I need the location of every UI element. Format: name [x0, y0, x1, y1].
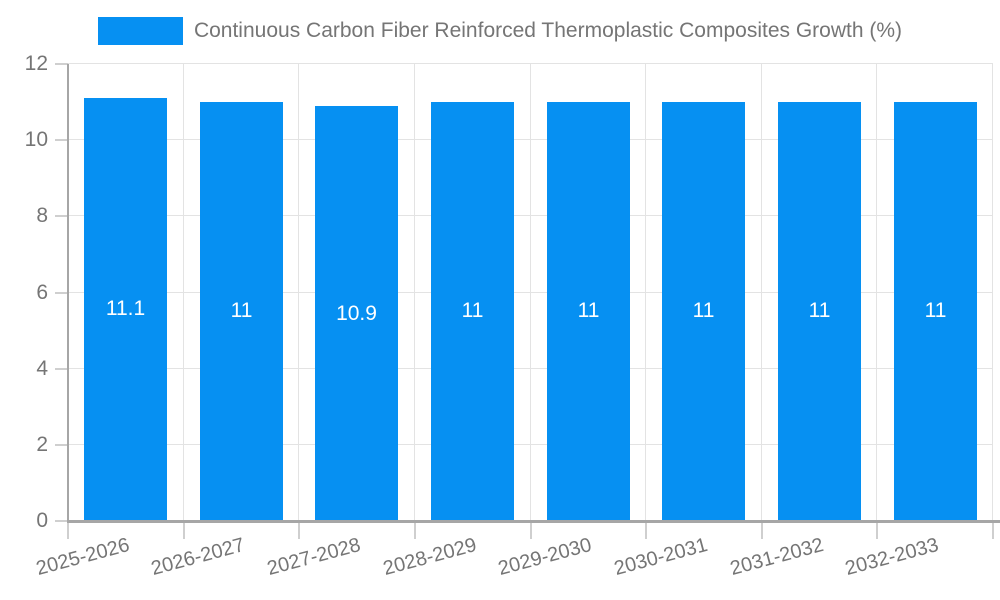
- v-gridline: [183, 64, 184, 521]
- bar-value-label: 11: [924, 299, 947, 322]
- bar-value-label: 11: [808, 299, 831, 322]
- x-axis-line: [67, 520, 1000, 523]
- bar[interactable]: 10.9: [315, 106, 398, 521]
- y-tick-mark: [55, 63, 68, 65]
- x-tick-mark: [298, 521, 300, 539]
- y-tick-label: 12: [24, 52, 48, 75]
- y-tick-mark: [55, 520, 68, 522]
- bar-value-label: 11: [692, 299, 715, 322]
- bar[interactable]: 11: [547, 102, 630, 521]
- v-gridline: [414, 64, 415, 521]
- bar-value-label: 10.9: [336, 302, 377, 325]
- v-gridline: [530, 64, 531, 521]
- chart-legend: Continuous Carbon Fiber Reinforced Therm…: [0, 12, 1000, 50]
- v-gridline: [761, 64, 762, 521]
- y-tick-label: 4: [36, 357, 48, 380]
- x-tick-mark: [530, 521, 532, 539]
- v-gridline: [876, 64, 877, 521]
- bar-value-label: 11: [577, 299, 600, 322]
- v-gridline: [992, 64, 993, 521]
- y-tick-mark: [55, 292, 68, 294]
- x-tick-mark: [992, 521, 994, 539]
- legend-swatch-icon: [97, 17, 183, 45]
- v-gridline: [645, 64, 646, 521]
- bar[interactable]: 11: [200, 102, 283, 521]
- bar[interactable]: 11: [662, 102, 745, 521]
- x-tick-mark: [761, 521, 763, 539]
- y-axis-line: [67, 64, 69, 523]
- bar-value-label: 11.1: [105, 297, 146, 320]
- x-tick-mark: [414, 521, 416, 539]
- y-tick-mark: [55, 444, 68, 446]
- bar[interactable]: 11: [431, 102, 514, 521]
- x-tick-mark: [876, 521, 878, 539]
- y-tick-label: 2: [36, 433, 48, 456]
- legend-label: Continuous Carbon Fiber Reinforced Therm…: [193, 19, 903, 42]
- y-tick-label: 0: [36, 509, 48, 532]
- x-tick-mark: [645, 521, 647, 539]
- y-tick-label: 8: [36, 204, 48, 227]
- legend-item[interactable]: Continuous Carbon Fiber Reinforced Therm…: [97, 17, 903, 45]
- bar-value-label: 11: [230, 299, 253, 322]
- y-tick-mark: [55, 139, 68, 141]
- h-gridline: [68, 63, 993, 64]
- x-tick-mark: [67, 521, 69, 539]
- y-tick-label: 6: [36, 281, 48, 304]
- y-tick-mark: [55, 368, 68, 370]
- y-tick-label: 10: [24, 128, 48, 151]
- bar[interactable]: 11: [778, 102, 861, 521]
- bar[interactable]: 11: [894, 102, 977, 521]
- y-tick-mark: [55, 215, 68, 217]
- v-gridline: [298, 64, 299, 521]
- bar[interactable]: 11.1: [84, 98, 167, 521]
- bar-value-label: 11: [461, 299, 484, 322]
- x-tick-mark: [183, 521, 185, 539]
